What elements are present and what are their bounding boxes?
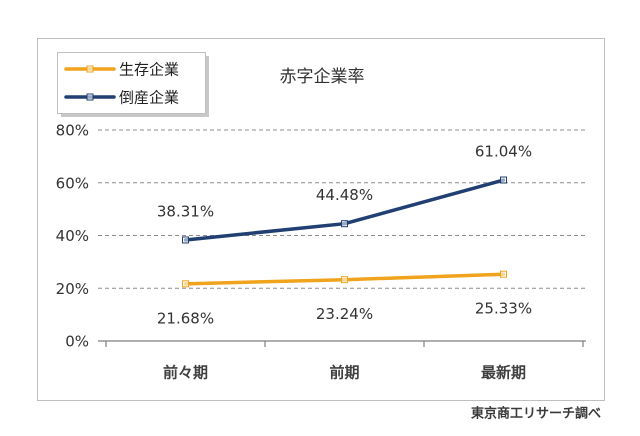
data-point — [341, 220, 348, 228]
data-label-layer: 21.68% 23.24% 25.33% 38.31% 44.48% 61.04% — [157, 143, 532, 328]
chart-title: 赤字企業率 — [280, 67, 365, 87]
data-label: 21.68% — [157, 309, 214, 327]
y-tick-label: 0% — [65, 333, 89, 351]
data-label: 25.33% — [475, 300, 532, 318]
data-label: 44.48% — [316, 186, 373, 204]
axis-layer: 0% 20% 40% 60% 80% 前々期 前期 最新期 — [56, 122, 586, 382]
legend-box — [57, 52, 206, 114]
x-tick-label: 最新期 — [481, 364, 526, 382]
data-label: 61.04% — [475, 143, 532, 161]
data-point — [500, 176, 507, 184]
y-tick-label: 60% — [56, 174, 89, 192]
series-layer — [182, 176, 507, 288]
y-tick-label: 20% — [56, 280, 89, 298]
data-point — [182, 236, 189, 244]
data-label: 38.31% — [157, 202, 214, 220]
legend-label: 生存企業 — [119, 61, 179, 79]
y-tick-label: 40% — [56, 227, 89, 245]
legend-marker — [86, 93, 94, 101]
x-tick-label: 前々期 — [163, 364, 208, 382]
x-tick-label: 前期 — [329, 364, 359, 382]
y-tick-label: 80% — [56, 122, 89, 140]
data-point — [182, 280, 189, 288]
data-point — [341, 276, 348, 284]
source-note: 東京商工リサーチ調べ — [471, 406, 601, 422]
legend-label: 倒産企業 — [119, 89, 179, 107]
data-point — [500, 270, 507, 278]
data-label: 23.24% — [316, 305, 373, 323]
legend-marker — [86, 65, 94, 73]
